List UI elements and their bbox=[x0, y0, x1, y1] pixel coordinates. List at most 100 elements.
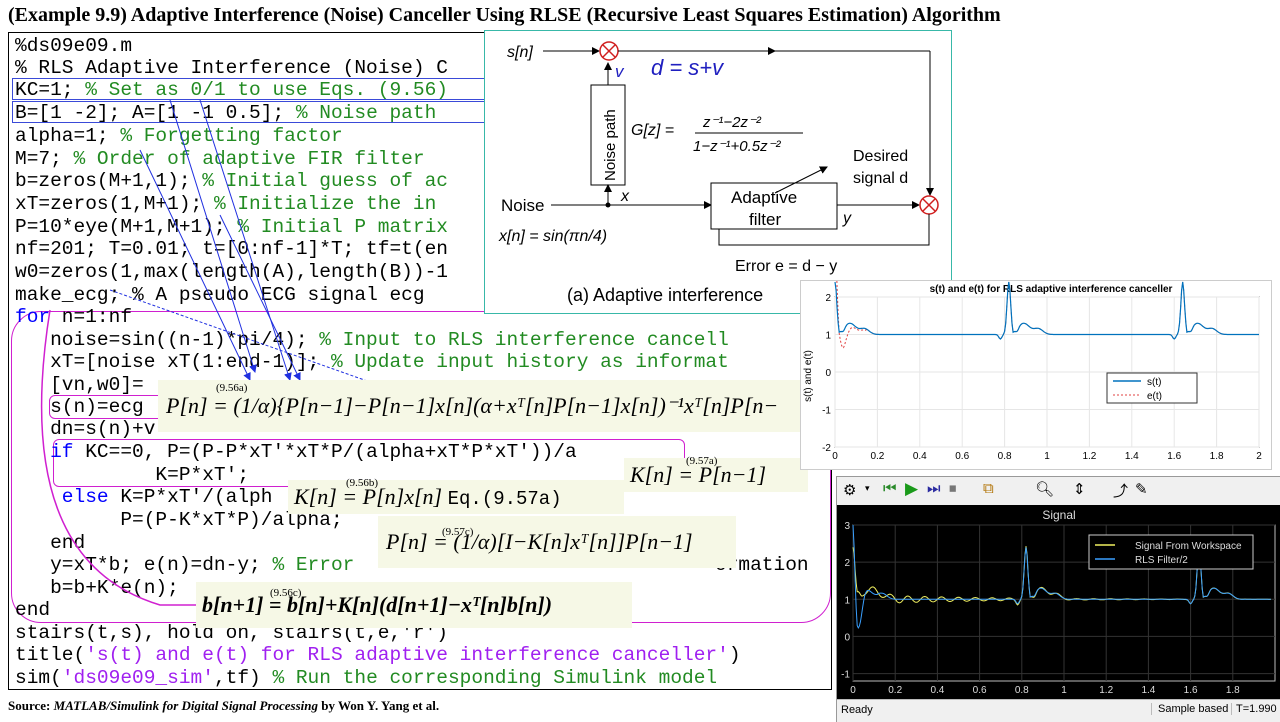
source-book: MATLAB/Simulink for Digital Signal Proce… bbox=[53, 698, 319, 713]
equation-9-56b: K[n] = P[n]x[n] Eq.(9.57a) (9.56b) bbox=[288, 477, 624, 514]
code-line-9: P=10*eye(M+1,M+1); % Initial P matrix bbox=[15, 216, 448, 238]
code-line-28: title('s(t) and e(t) for RLS adaptive in… bbox=[15, 644, 741, 666]
code-line-5: alpha=1; % Forgetting factor bbox=[15, 125, 343, 147]
signal-selector-icon[interactable]: ⧉ bbox=[983, 481, 994, 497]
run-icon[interactable]: ▶ bbox=[905, 479, 919, 498]
series-s-line bbox=[834, 281, 1259, 340]
code-line-1: %ds09e09.m bbox=[15, 35, 133, 57]
scope-x-tick-label: 1.4 bbox=[1141, 685, 1155, 696]
code-line-12: make_ecg; % A pseudo ECG signal ecg bbox=[15, 284, 425, 306]
label-y: y bbox=[842, 210, 852, 227]
scope-x-tick-label: 0.8 bbox=[1015, 685, 1029, 696]
gear-icon[interactable]: ⚙ bbox=[843, 483, 857, 499]
code-text: sim( bbox=[15, 667, 62, 689]
equation-text: P[n] = (1/α)[I−K[n]xᵀ[n]]P[n−1] bbox=[386, 529, 693, 554]
code-comment: % Error bbox=[272, 554, 355, 576]
source-prefix: Source: bbox=[8, 698, 54, 713]
code-keyword: else bbox=[15, 486, 109, 508]
scope-x-tick-label: 0.2 bbox=[888, 685, 902, 696]
code-line-4: B=[1 -2]; A=[1 -1 0.5]; % Noise path bbox=[15, 102, 436, 124]
plot-area[interactable]: s(t) and e(t) for RLS adaptive interfere… bbox=[801, 236, 1271, 480]
noise-path-label: Noise path bbox=[602, 109, 619, 181]
equation-tag: (9.56b) bbox=[346, 477, 379, 489]
code-text: make_ecg; bbox=[15, 284, 133, 306]
scope-x-tick-label: 0.4 bbox=[930, 685, 944, 696]
code-text: KC==0, P=(P-P*xT'*xT*P/(alpha+xT*P*xT'))… bbox=[73, 441, 577, 463]
code-text: P=10*eye(M+1,M+1); bbox=[15, 216, 238, 238]
code-comment: % Input to RLS interference cancell bbox=[319, 329, 729, 351]
code-comment: % Initialize the in bbox=[213, 193, 437, 215]
scope-x-tick-label: 1.8 bbox=[1226, 685, 1240, 696]
equation-9-57c: P[n] = (1/α)[I−K[n]xᵀ[n]]P[n−1] (9.57c) bbox=[378, 516, 736, 568]
step-back-icon[interactable]: ⏮ bbox=[883, 481, 897, 497]
scope-plot[interactable]: Signal 0 0.2 0.4 0.6 0.8 1 1.2 1.4 1.6 1.83210-1S… bbox=[837, 505, 1280, 699]
code-text: w0=zeros(1,max(length(A),length(B))-1 bbox=[15, 261, 448, 283]
x-tick-label: 1.4 bbox=[1125, 451, 1139, 462]
y-tick-label: -1 bbox=[822, 406, 831, 417]
equation-text: K[n] = P[n]x[n] bbox=[294, 484, 443, 509]
x-tick-label: 0.6 bbox=[955, 451, 969, 462]
trigger-icon[interactable]: ⤴ bbox=[1113, 484, 1129, 500]
x-tick-label: 0 bbox=[832, 451, 838, 462]
fit-axes-icon[interactable]: ⇕ bbox=[1073, 482, 1086, 498]
matlab-figure[interactable]: s(t) and e(t) for RLS adaptive interfere… bbox=[800, 236, 1272, 480]
code-line-13: for n=1:nf bbox=[15, 306, 132, 328]
step-forward-icon[interactable]: ⏭ bbox=[927, 481, 941, 497]
x-tick-label: 1.6 bbox=[1167, 451, 1181, 462]
scope-y-tick-label: -1 bbox=[841, 670, 850, 681]
code-editor[interactable]: %ds09e09.m % RLS Adaptive Interference (… bbox=[8, 32, 832, 690]
y-tick-label: 0 bbox=[825, 368, 831, 379]
scope-y-tick-label: 0 bbox=[844, 632, 850, 643]
code-line-16: [vn,w0]= bbox=[15, 374, 144, 396]
arrow-line bbox=[169, 99, 257, 373]
code-line-3: KC=1; % Set as 0/1 to use Eqs. (9.56) bbox=[15, 79, 448, 101]
x-tick-label: 0.2 bbox=[870, 451, 884, 462]
arrow-line bbox=[199, 99, 292, 381]
equation-9-57a: K[n] = P[n−1] (9.57a) bbox=[624, 455, 808, 492]
scope-x-tick-label: 1.6 bbox=[1184, 685, 1198, 696]
code-text: n=1:nf bbox=[50, 306, 133, 328]
arrow-line bbox=[109, 289, 371, 383]
branch-point bbox=[605, 202, 611, 208]
edit-icon[interactable]: ✎ bbox=[1135, 482, 1148, 498]
equation-9-56c: b[n+1] = b[n]+K[n](d[n+1]−xᵀ[n]b[n]) (9.… bbox=[196, 582, 632, 628]
code-comment: % Update input history as informat bbox=[330, 351, 729, 373]
status-ready: Ready bbox=[841, 704, 873, 716]
scope-y-tick-label: 2 bbox=[844, 558, 850, 569]
code-text: KC=1; bbox=[15, 79, 86, 101]
code-line-20: K=P*xT'; bbox=[15, 464, 250, 486]
code-text: ,tf) bbox=[213, 667, 273, 689]
code-comment: % A pseudo ECG signal ecg bbox=[132, 284, 425, 306]
label-x: x bbox=[620, 188, 630, 205]
scope-legend: Signal From Workspace RLS Filter/2 bbox=[1088, 534, 1254, 570]
equation-9-56a: P[n] = (1/α){P[n−1]−P[n−1]x[n](α+xᵀ[n]P[… bbox=[158, 380, 816, 432]
status-sample-mode: Sample based bbox=[1151, 703, 1228, 715]
status-bar: Ready Sample based T=1.990 bbox=[837, 699, 1280, 722]
code-line-11: w0=zeros(1,max(length(A),length(B))-1 bbox=[15, 261, 448, 283]
scope-x-tick-label: 1.2 bbox=[1099, 685, 1113, 696]
code-line-22: P=(P-K*xT*P)/alpha; bbox=[15, 509, 343, 531]
x-tick-label: 2 bbox=[1256, 451, 1262, 462]
code-line-15: xT=[noise xT(1:end-1)]; % Update input h… bbox=[15, 351, 729, 373]
code-line-24-tail: ormation bbox=[715, 554, 809, 576]
chevron-down-icon[interactable]: ▾ bbox=[865, 483, 870, 493]
stop-icon[interactable]: ⏹ bbox=[949, 481, 957, 497]
code-line-26: end bbox=[15, 599, 51, 621]
gz-numerator: z⁻¹−2z⁻² bbox=[702, 114, 762, 131]
code-comment: % Noise path bbox=[295, 102, 437, 124]
code-line-8: xT=zeros(1,M+1); % Initialize the in bbox=[15, 193, 436, 215]
loop-bracket bbox=[40, 309, 200, 606]
plot-title: s(t) and e(t) for RLS adaptive interfere… bbox=[930, 284, 1173, 295]
gz-lhs: G[z] = bbox=[631, 122, 674, 139]
x-tick-label: 1.8 bbox=[1210, 451, 1224, 462]
scope-series-rls bbox=[852, 524, 1271, 629]
status-time: T=1.990 bbox=[1231, 703, 1277, 715]
y-tick-label: 1 bbox=[825, 331, 831, 342]
simulink-scope-window[interactable]: ⚙ ▾ ⏮ ▶ ⏭ ⏹ ⧉ 🔍︎ ⇕ ⤴ ✎ Signal 0 0.2 0.4 0.6… bbox=[836, 476, 1280, 722]
adaptive-label-1: Adaptive bbox=[731, 188, 797, 207]
zoom-icon[interactable]: 🔍︎ bbox=[1035, 482, 1055, 498]
diagram-caption: (a) Adaptive interference bbox=[567, 285, 763, 305]
equation-tag: (9.57a) bbox=[686, 455, 718, 467]
code-line-7: b=zeros(M+1,1); % Initial guess of ac bbox=[15, 170, 448, 192]
plot-ylabel: s(t) and e(t) bbox=[803, 350, 814, 402]
